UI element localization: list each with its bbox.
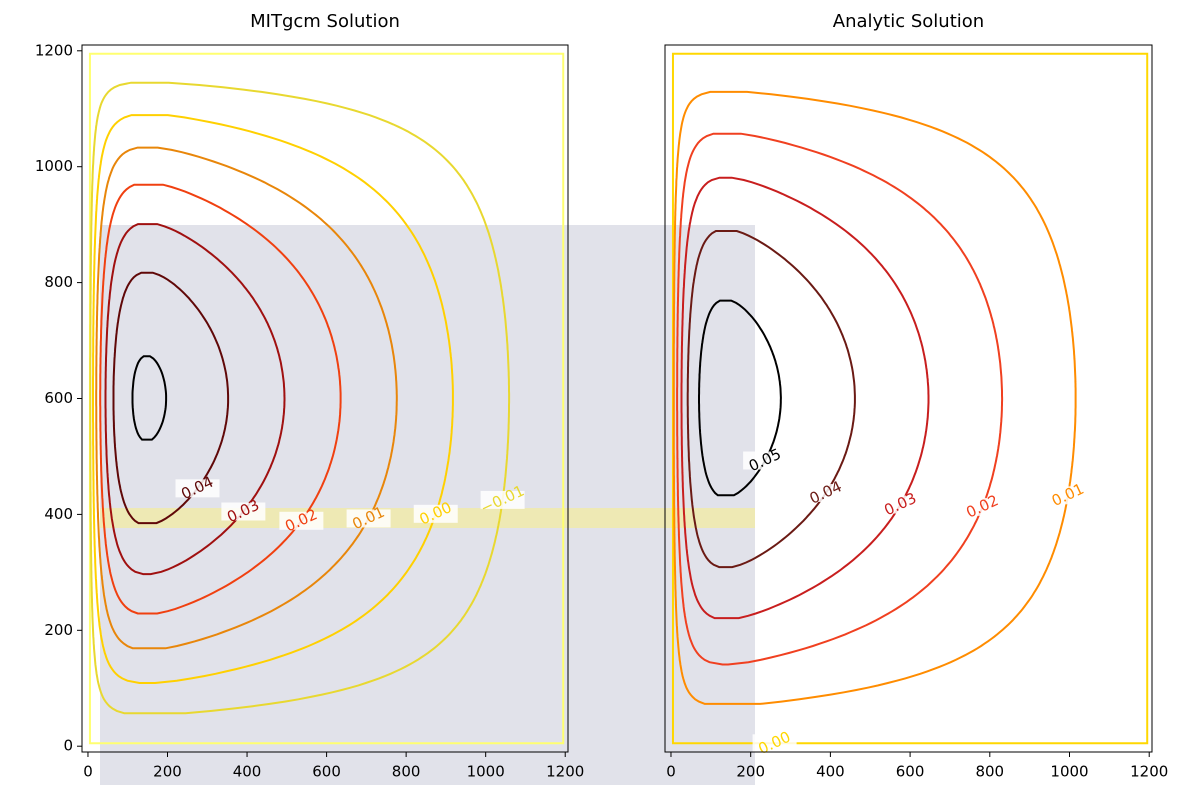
contour-label: 0.02 <box>963 491 1001 521</box>
x-tick-label: 200 <box>153 763 182 781</box>
y-tick-label: 1200 <box>35 41 73 59</box>
panel-title: MITgcm Solution <box>250 11 400 32</box>
y-tick-label: 800 <box>44 273 73 291</box>
x-tick-label: 1000 <box>1050 763 1088 781</box>
y-tick-label: 200 <box>44 621 73 639</box>
x-tick-label: 600 <box>312 763 341 781</box>
x-tick-label: 0 <box>666 763 676 781</box>
contour-label: 0.03 <box>881 489 919 519</box>
contour-label: 0.00 <box>755 728 793 758</box>
x-tick-label: 1200 <box>546 763 584 781</box>
panel-title: Analytic Solution <box>833 11 984 32</box>
x-tick-label: 800 <box>975 763 1004 781</box>
x-tick-label: 1000 <box>467 763 505 781</box>
x-tick-label: 400 <box>233 763 262 781</box>
y-tick-label: 0 <box>63 737 73 755</box>
y-tick-label: 1000 <box>35 157 73 175</box>
x-tick-label: 1200 <box>1130 763 1168 781</box>
contour-label: 0.04 <box>807 477 845 507</box>
x-tick-label: 600 <box>896 763 925 781</box>
y-tick-label: 400 <box>44 505 73 523</box>
x-tick-label: 0 <box>83 763 93 781</box>
y-tick-label: 600 <box>44 389 73 407</box>
x-tick-label: 400 <box>816 763 845 781</box>
x-tick-label: 200 <box>736 763 765 781</box>
contour-label: 0.01 <box>1049 480 1087 510</box>
x-tick-label: 800 <box>392 763 421 781</box>
figure: MITgcm Solution 0 200 400 600 800 1000 1200 0 200… <box>0 0 1190 790</box>
